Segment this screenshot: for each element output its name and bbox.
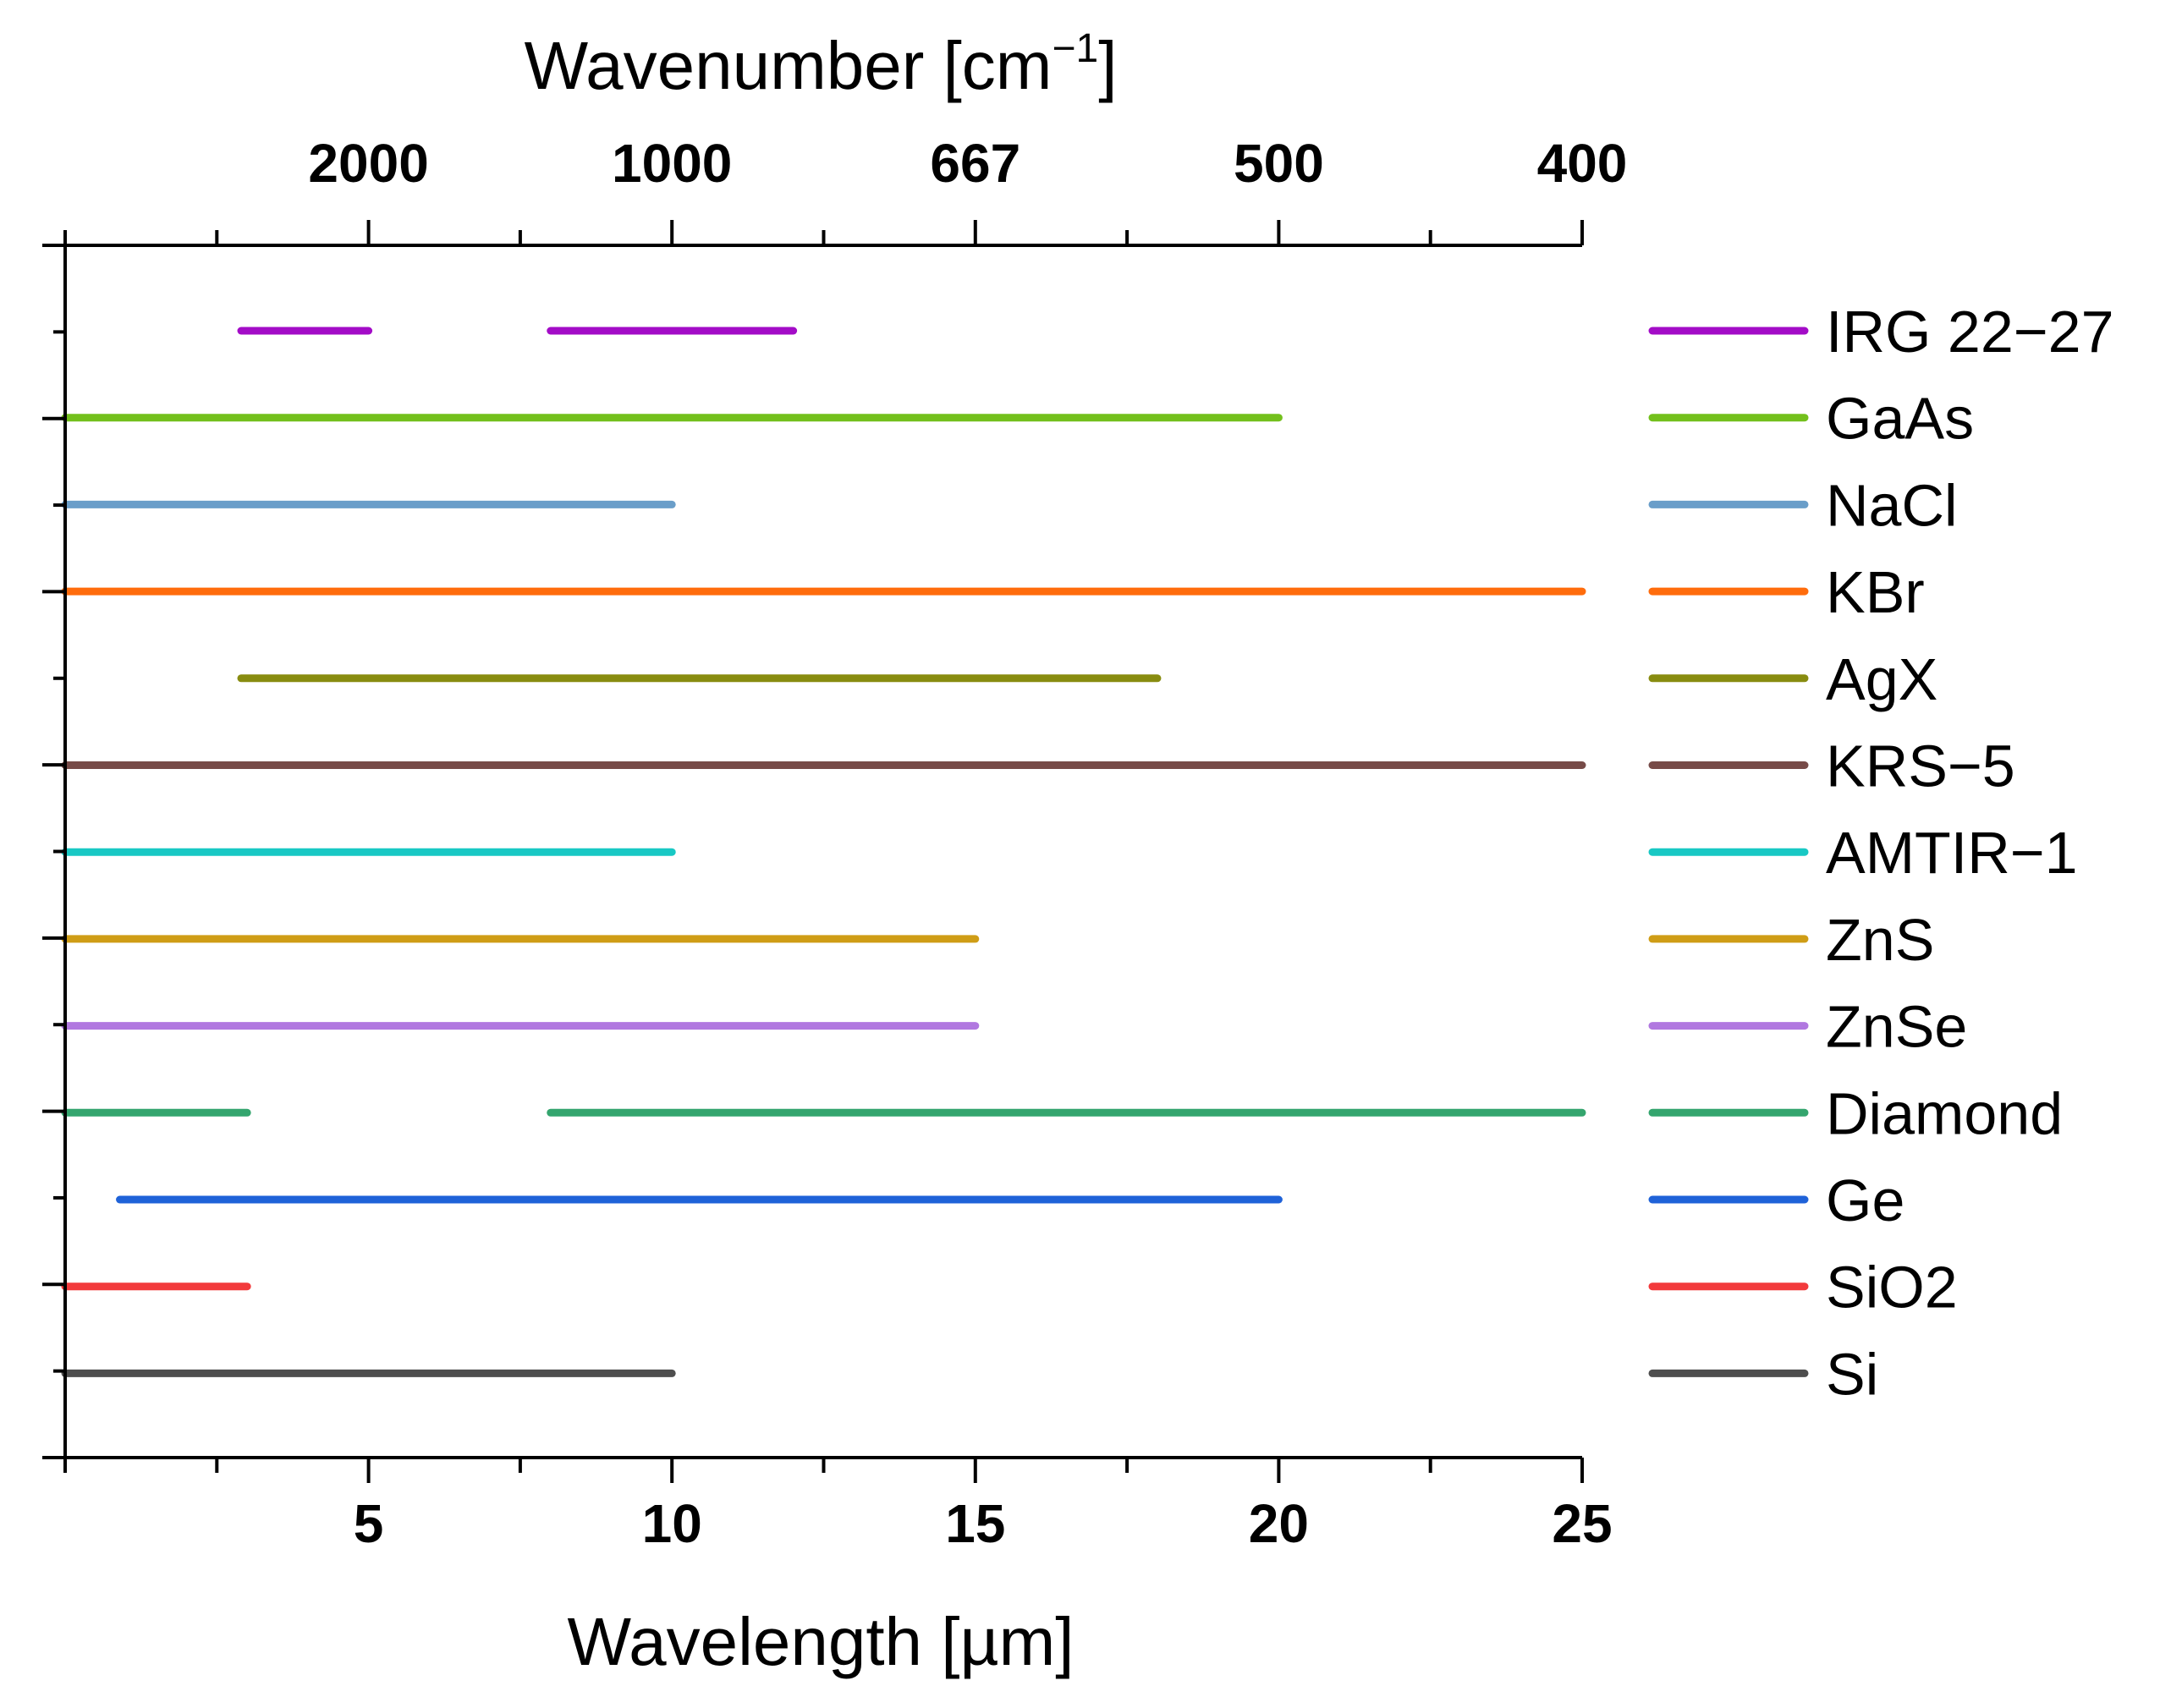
x2-tick-label: 400	[1537, 133, 1628, 194]
legend-label-agx: AgX	[1826, 646, 1937, 712]
legend-label-gaas: GaAs	[1826, 386, 1974, 452]
series-layer	[61, 327, 1586, 1377]
x-tick-label: 25	[1552, 1493, 1612, 1554]
x-tick-label: 15	[945, 1493, 1005, 1554]
x-tick-label: 10	[642, 1493, 702, 1554]
x2-tick-label: 2000	[308, 133, 428, 194]
legend-label-diamond: Diamond	[1826, 1080, 2063, 1146]
x-axis-title: Wavelength [µm]	[568, 1604, 1075, 1679]
x2-tick-label: 1000	[612, 133, 732, 194]
axes-layer: 5 10 15 20 25 2000 1000 667 500 400	[42, 133, 1627, 1554]
legend-label-irg-22-27: IRG 22−27	[1826, 299, 2114, 365]
legend-label-amtir-1: AMTIR−1	[1826, 820, 2078, 886]
legend-label-si: Si	[1826, 1341, 1878, 1407]
legend-label-zns: ZnS	[1826, 907, 1934, 973]
legend-label-znse: ZnSe	[1826, 994, 1967, 1060]
x-tick-label: 20	[1249, 1493, 1309, 1554]
legend-label-sio2: SiO2	[1826, 1255, 1958, 1321]
x2-tick-label: 500	[1234, 133, 1324, 194]
legend-label-ge: Ge	[1826, 1167, 1904, 1233]
x-tick-label: 5	[354, 1493, 384, 1554]
legend: IRG 22−27 GaAs NaCl KBr AgX KRS−5 AMTIR−1 ZnS Zn…	[1648, 299, 2114, 1407]
x2-tick-label: 667	[930, 133, 1020, 194]
legend-label-kbr: KBr	[1826, 559, 1925, 625]
legend-label-krs-5: KRS−5	[1826, 733, 2015, 799]
x2-axis-title: Wavenumber [cm−1]	[525, 26, 1118, 103]
legend-label-nacl: NaCl	[1826, 472, 1958, 538]
